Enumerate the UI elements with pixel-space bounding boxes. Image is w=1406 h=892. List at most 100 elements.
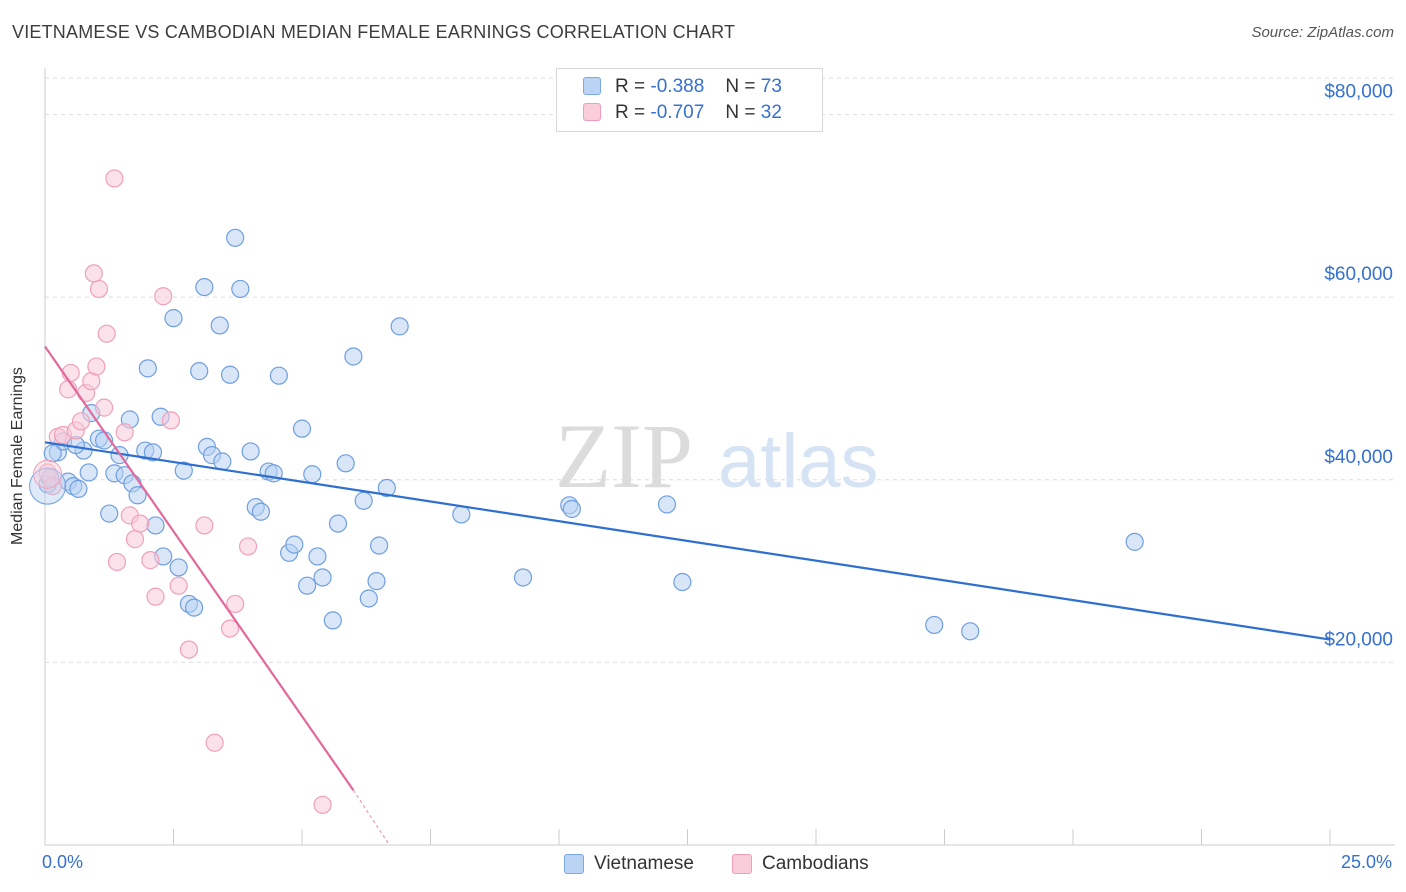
point-cambodians <box>71 412 91 431</box>
x-tick-label-min: 0.0% <box>42 852 84 872</box>
point-vietnamese <box>190 362 209 381</box>
point-vietnamese <box>1125 532 1144 551</box>
stats-r-label: R = <box>615 76 646 97</box>
legend-swatch-cambodians <box>732 854 752 874</box>
point-vietnamese <box>303 465 322 484</box>
point-vietnamese <box>43 444 62 463</box>
point-vietnamese <box>292 419 312 438</box>
point-vietnamese <box>100 504 119 523</box>
point-cambodians <box>84 264 103 283</box>
point-cambodians <box>179 640 199 659</box>
point-cambodians <box>313 795 332 814</box>
stats-legend: R = -0.388 N = 73 R = -0.707 N = 32 <box>556 68 823 132</box>
point-cambodians <box>161 411 181 430</box>
watermark-atlas: atlas <box>718 419 879 504</box>
point-vietnamese <box>79 463 98 482</box>
point-cambodians <box>220 619 240 638</box>
x-tick-label-max: 25.0% <box>1340 852 1392 872</box>
point-cambodians <box>205 733 224 752</box>
point-vietnamese <box>251 502 270 521</box>
stats-swatch-vietnamese <box>583 77 601 95</box>
point-cambodians <box>238 537 258 556</box>
point-vietnamese <box>308 547 327 566</box>
point-vietnamese <box>390 317 409 336</box>
point-vietnamese <box>169 558 188 577</box>
point-vietnamese <box>359 589 378 608</box>
point-vietnamese <box>344 347 363 366</box>
point-cambodians <box>125 530 145 549</box>
point-vietnamese <box>143 443 163 462</box>
legend-label-vietnamese: Vietnamese <box>594 853 694 874</box>
stats-n-value: 73 <box>760 76 782 97</box>
stats-r-value: -0.388 <box>650 76 705 97</box>
point-vietnamese <box>220 365 240 384</box>
point-cambodians <box>107 552 127 572</box>
point-vietnamese <box>213 452 232 471</box>
trend-lines <box>44 345 1331 846</box>
point-vietnamese <box>370 536 389 555</box>
point-cambodians <box>105 169 124 188</box>
point-cambodians <box>97 324 116 343</box>
point-vietnamese <box>673 572 692 592</box>
point-vietnamese <box>657 495 677 514</box>
point-vietnamese <box>377 478 396 498</box>
point-vietnamese <box>961 622 980 641</box>
point-vietnamese <box>146 516 165 535</box>
point-vietnamese <box>367 572 386 591</box>
point-vietnamese <box>184 598 204 617</box>
point-vietnamese <box>210 316 229 335</box>
point-vietnamese <box>323 611 342 630</box>
stats-n-label: N = <box>725 102 756 123</box>
stats-r-value: -0.707 <box>650 102 705 123</box>
point-vietnamese <box>128 486 147 505</box>
point-vietnamese <box>231 279 250 299</box>
point-cambodians <box>141 551 160 570</box>
point-vietnamese <box>336 454 355 473</box>
chart-source: Source: ZipAtlas.com <box>1251 24 1394 41</box>
point-cambodians-large <box>33 459 63 489</box>
point-vietnamese <box>269 366 288 385</box>
trend-line-cambodians-extension <box>352 789 390 846</box>
point-cambodians <box>130 514 150 533</box>
point-cambodians <box>115 423 134 442</box>
point-vietnamese <box>562 499 581 519</box>
point-vietnamese <box>298 576 317 595</box>
point-vietnamese <box>69 479 88 498</box>
point-vietnamese <box>241 442 260 461</box>
stats-n-label: N = <box>725 76 756 97</box>
watermark: ZIP atlas <box>555 405 879 507</box>
point-vietnamese <box>513 568 533 587</box>
point-cambodians <box>95 398 114 417</box>
chart-title: VIETNAMESE VS CAMBODIAN MEDIAN FEMALE EA… <box>12 22 736 42</box>
point-cambodians <box>61 363 80 383</box>
point-cambodians <box>43 477 62 496</box>
point-cambodians <box>146 587 165 606</box>
point-cambodians <box>169 576 188 595</box>
trend-line-cambodians <box>44 345 355 791</box>
point-vietnamese <box>138 359 157 378</box>
legend-label-cambodians: Cambodians <box>762 853 869 874</box>
y-tick-label: $60,000 <box>1324 264 1393 285</box>
point-vietnamese <box>226 228 245 247</box>
point-cambodians <box>89 279 109 299</box>
y-tick-label: $40,000 <box>1324 447 1393 468</box>
grid-lines <box>45 77 1395 663</box>
point-vietnamese <box>313 568 332 587</box>
point-cambodians <box>195 516 214 535</box>
point-vietnamese <box>285 535 304 554</box>
point-vietnamese <box>452 505 471 524</box>
point-vietnamese <box>164 309 183 328</box>
watermark-zip: ZIP <box>555 405 693 507</box>
point-vietnamese-large <box>29 467 67 505</box>
point-vietnamese <box>195 277 214 297</box>
point-vietnamese <box>174 461 193 480</box>
legend-swatch-vietnamese <box>564 854 584 874</box>
point-vietnamese <box>354 491 373 510</box>
point-cambodians <box>154 287 173 306</box>
trend-line-vietnamese <box>44 441 1331 641</box>
point-vietnamese <box>925 615 944 635</box>
stats-n-value: 32 <box>760 102 782 123</box>
stats-swatch-cambodians <box>583 103 601 121</box>
stats-r-label: R = <box>615 102 646 123</box>
